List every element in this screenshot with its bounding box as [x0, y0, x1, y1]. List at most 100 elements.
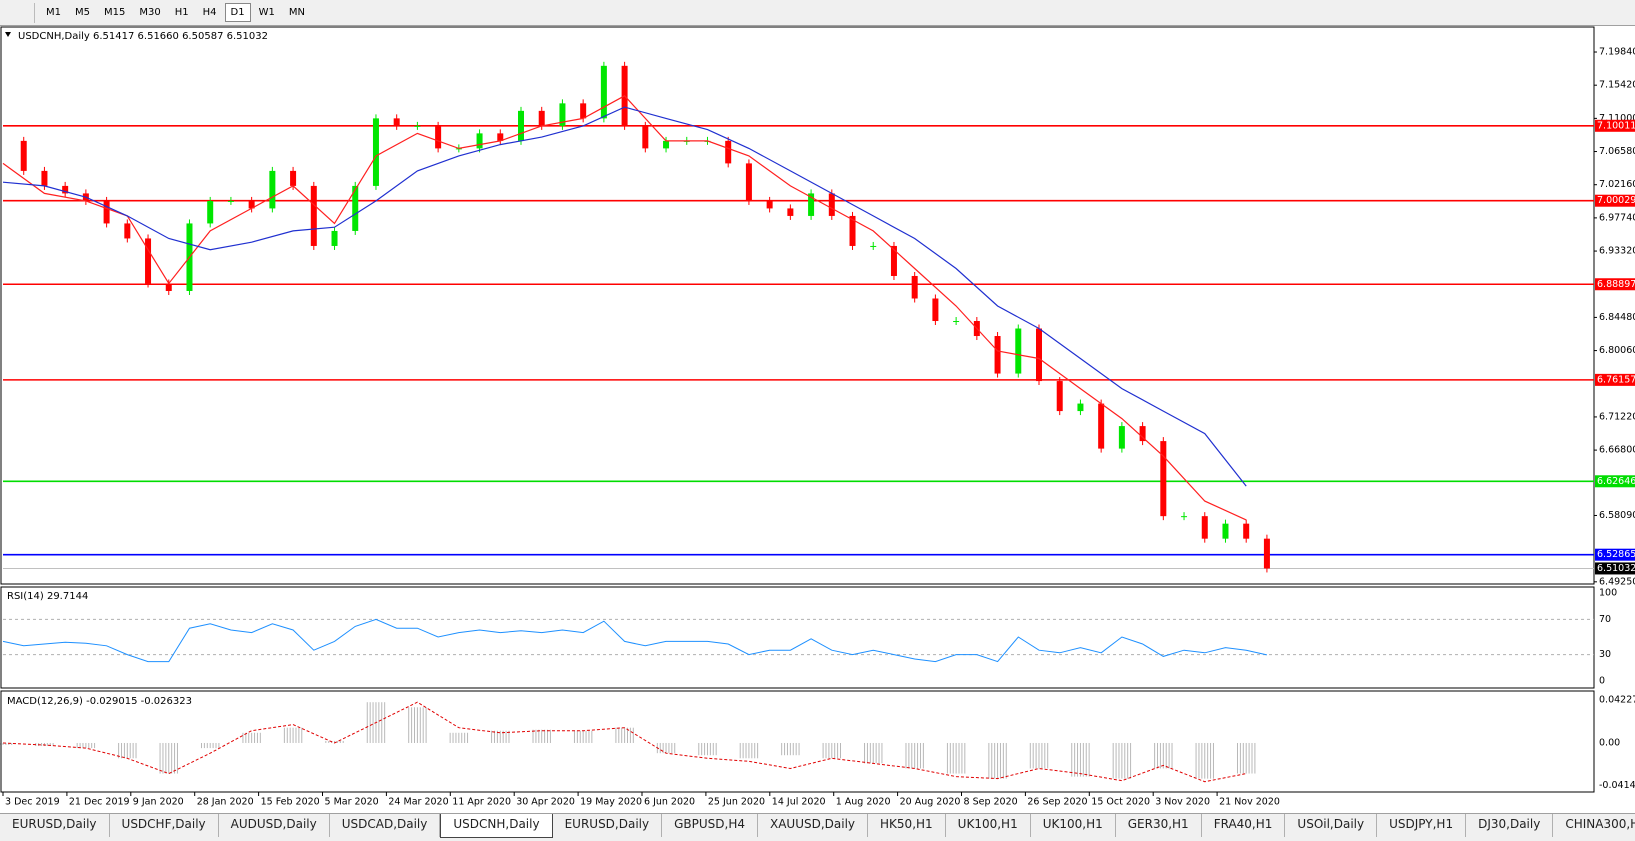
toolbar: M1 M5 M15 M30 H1 H4 D1 W1 MN — [0, 0, 1635, 26]
timeframe-button[interactable]: D1 — [224, 3, 251, 22]
candle-body — [766, 200, 773, 209]
date-label: 15 Oct 2020 — [1091, 797, 1150, 808]
candle-body — [20, 140, 27, 171]
y-tick-label: 6.58090 — [1599, 510, 1635, 521]
candle-body — [745, 163, 752, 201]
candle-body — [331, 230, 338, 246]
chart-tab[interactable]: USDJPY,H1 — [1377, 814, 1467, 837]
timeframe-button[interactable]: H4 — [202, 7, 217, 18]
candle-body — [600, 65, 607, 119]
candle-body — [41, 170, 48, 186]
candle-body — [932, 298, 939, 322]
level-label: 6.51032 — [1597, 563, 1635, 574]
chart-tab[interactable]: EURUSD,Daily — [0, 814, 110, 837]
candle-body — [1015, 328, 1022, 374]
date-label: 14 Jul 2020 — [772, 797, 826, 808]
y-tick-label: 7.06580 — [1599, 146, 1635, 157]
candle-body — [1118, 426, 1125, 449]
chart-tab[interactable]: USDCHF,Daily — [110, 814, 219, 837]
candle-body — [227, 200, 234, 202]
chart-tab[interactable]: GER30,H1 — [1116, 814, 1202, 837]
level-label: 7.00029 — [1597, 195, 1635, 206]
level-label-bg — [1595, 373, 1635, 386]
candle-body — [435, 125, 442, 149]
candle-body — [994, 336, 1001, 374]
timeframe-button[interactable]: M5 — [75, 7, 90, 18]
chart: USDCNH,Daily 6.51417 6.51660 6.50587 6.5… — [0, 26, 1635, 808]
candle-body — [1160, 441, 1167, 517]
chart-tab[interactable]: EURUSD,Daily — [553, 814, 663, 837]
candle-body — [642, 125, 649, 149]
candle-body — [808, 193, 815, 216]
rsi-tick-label: 100 — [1599, 588, 1617, 599]
chart-tab[interactable]: USDCAD,Daily — [330, 814, 441, 837]
chart-tab[interactable]: GBPUSD,H4 — [662, 814, 758, 837]
candle-body — [145, 238, 152, 284]
date-label: 24 Mar 2020 — [388, 797, 448, 808]
timeframe-button[interactable]: M15 — [104, 7, 126, 18]
rsi-panel — [0, 586, 1595, 689]
candle-body — [1056, 381, 1063, 412]
candle-body — [1098, 403, 1105, 449]
date-label: 21 Dec 2019 — [69, 797, 130, 808]
moving-average — [2, 106, 1247, 487]
chart-header: USDCNH,Daily 6.51417 6.51660 6.50587 6.5… — [18, 31, 268, 42]
chart-tab[interactable]: AUDUSD,Daily — [219, 814, 330, 837]
chart-tab[interactable]: CHINA300,H1 — [1553, 814, 1635, 837]
timeframe-button[interactable]: M1 — [46, 7, 61, 18]
rsi-tick-label: 70 — [1599, 614, 1611, 625]
candle-body — [165, 283, 172, 291]
level-label-bg — [1595, 119, 1635, 132]
chart-tab[interactable]: XAUUSD,Daily — [758, 814, 869, 837]
y-tick-label: 6.93320 — [1599, 246, 1635, 257]
candle-body — [828, 193, 835, 216]
date-label: 15 Feb 2020 — [261, 797, 320, 808]
chart-tab[interactable]: USDCNH,Daily — [440, 814, 553, 838]
date-label: 9 Jan 2020 — [133, 797, 184, 808]
date-label: 5 Mar 2020 — [325, 797, 379, 808]
y-tick-label: 7.02160 — [1599, 179, 1635, 190]
y-tick-label: 6.49250 — [1599, 576, 1635, 587]
level-label-bg — [1595, 475, 1635, 488]
candle-body — [911, 275, 918, 299]
chart-tab[interactable]: FRA40,H1 — [1202, 814, 1286, 837]
rsi-header: RSI(14) 29.7144 — [7, 591, 88, 602]
y-tick-label: 6.66800 — [1599, 445, 1635, 456]
level-label: 6.76157 — [1597, 374, 1635, 385]
y-tick-label: 6.71220 — [1599, 411, 1635, 422]
candle-body — [518, 110, 524, 141]
candle-body — [352, 185, 359, 231]
date-label: 6 Jun 2020 — [644, 797, 695, 808]
timeframe-button[interactable]: MN — [288, 7, 305, 18]
moving-average — [2, 95, 1247, 521]
chart-tab[interactable]: USOil,Daily — [1285, 814, 1378, 837]
candle-body — [1243, 523, 1250, 539]
level-label: 6.52865 — [1597, 549, 1635, 560]
candle-body — [1139, 426, 1146, 442]
candle-body — [103, 200, 110, 224]
macd-tick-label: 0.00 — [1599, 737, 1620, 748]
macd-header: MACD(12,26,9) -0.029015 -0.026323 — [7, 696, 192, 707]
candle-body — [497, 133, 504, 141]
chart-tab[interactable]: UK100,H1 — [1031, 814, 1116, 837]
candle-body — [870, 245, 877, 247]
candle-body — [1201, 516, 1208, 539]
chart-tab[interactable]: HK50,H1 — [868, 814, 946, 837]
candle-body — [849, 215, 856, 246]
timeframe-button[interactable]: M30 — [139, 7, 161, 18]
date-label: 3 Nov 2020 — [1155, 797, 1210, 808]
timeframe-button[interactable]: W1 — [258, 7, 275, 18]
candle-body — [890, 245, 897, 276]
level-label: 7.10011 — [1597, 120, 1635, 131]
cursor-tool[interactable] — [0, 2, 35, 23]
level-label-bg — [1595, 194, 1635, 207]
chart-tab[interactable]: DJ30,Daily — [1466, 814, 1554, 837]
timeframe-button[interactable]: H1 — [174, 7, 189, 18]
candle-body — [538, 110, 545, 126]
candle-body — [663, 140, 670, 149]
chart-tab[interactable]: UK100,H1 — [946, 814, 1031, 837]
rsi-tick-label: 30 — [1599, 649, 1611, 660]
candle-body — [372, 118, 379, 186]
macd-panel — [0, 690, 1595, 793]
